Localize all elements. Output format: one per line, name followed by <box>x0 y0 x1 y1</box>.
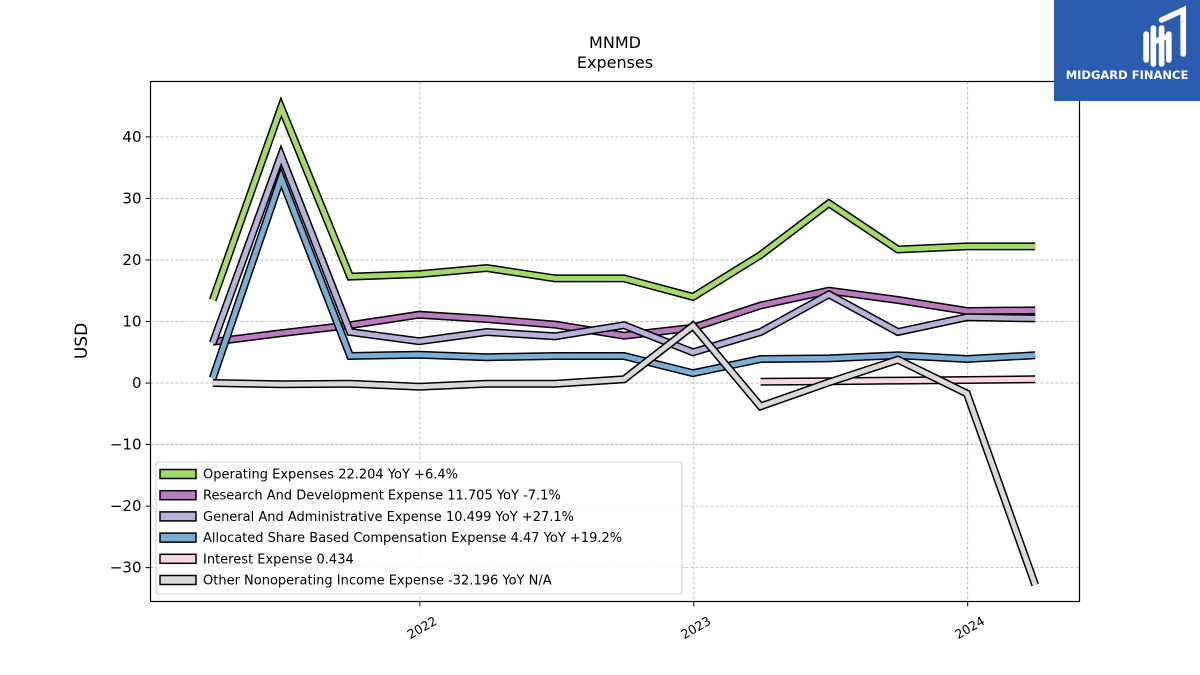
legend-swatch <box>159 468 197 480</box>
series-layer <box>209 96 1039 587</box>
series-line-outline <box>209 96 1036 302</box>
series-line <box>212 322 1038 586</box>
x-tick-label: 2024 <box>952 613 987 642</box>
series-line <box>760 376 1036 385</box>
brand-name: MIDGARD FINANCE <box>1065 68 1189 82</box>
legend-box <box>155 461 683 595</box>
series-line <box>210 148 1036 355</box>
legend-swatch <box>159 489 197 501</box>
x-axis: 2022 2023 2024 <box>404 601 987 642</box>
legend-swatch <box>159 511 197 522</box>
x-tick-label: 2022 <box>404 613 439 642</box>
y-tick-label: 30 <box>122 189 141 207</box>
y-axis: 40 30 20 10 0 −10 −20 −30 <box>110 128 151 577</box>
legend-entry[interactable]: Research And Development Expense 11.705 … <box>203 489 561 504</box>
chart-subtitle: Expenses <box>577 53 653 72</box>
series-line <box>210 170 1036 379</box>
series-operating-expenses <box>209 96 1036 302</box>
legend[interactable]: Operating Expenses 22.204 YoY +6.4% Resea… <box>155 461 683 595</box>
y-tick-label: 20 <box>122 251 141 269</box>
chart-title: MNMD <box>589 33 641 52</box>
legend-entry[interactable]: Operating Expenses 22.204 YoY +6.4% <box>203 468 458 483</box>
series-interest-expense <box>760 375 1036 386</box>
legend-entry[interactable]: General And Administrative Expense 10.49… <box>203 510 574 525</box>
plot-frame <box>149 80 1081 603</box>
y-axis-label: USD <box>72 323 92 359</box>
y-tick-label: −10 <box>110 436 142 454</box>
y-tick-label: 10 <box>122 313 141 331</box>
legend-swatch <box>159 574 197 586</box>
legend-entry[interactable]: Allocated Share Based Compensation Expen… <box>203 531 622 546</box>
brand-logo: MIDGARD FINANCE <box>1054 0 1200 101</box>
series-line <box>210 100 1036 301</box>
y-tick-label: −20 <box>110 497 142 515</box>
legend-swatch <box>159 532 197 543</box>
legend-entry[interactable]: Interest Expense 0.434 <box>203 552 354 567</box>
legend-swatch <box>159 553 197 565</box>
y-tick-label: 40 <box>122 128 141 146</box>
y-tick-label: 0 <box>132 374 142 392</box>
series-general-and-administrative-expense <box>209 143 1036 357</box>
y-tick-label: −30 <box>110 559 142 577</box>
legend-entry[interactable]: Other Nonoperating Income Expense -32.19… <box>203 574 552 589</box>
midgard-logo-icon <box>1143 5 1187 67</box>
x-tick-label: 2023 <box>678 613 713 642</box>
series-allocated-share-based-compensation-expense <box>209 166 1036 380</box>
series-other-nonoperating-income-expense <box>212 320 1039 587</box>
